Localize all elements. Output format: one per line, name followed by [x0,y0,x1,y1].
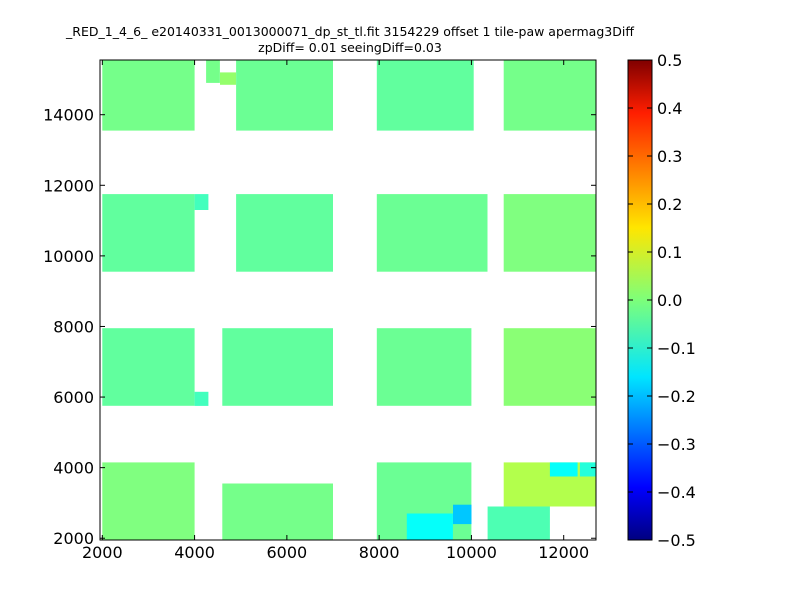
heatmap-cell [503,60,596,131]
colorbar-ticks: 0.5 0.4 0.3 0.2 0.1 0.0 −0.1 −0.2 −0.3 −0.4 −0.5 [628,51,696,550]
chart-title-line-2: zpDiff= 0.01 seeingDiff=0.03 [258,40,442,55]
colorbar-tick-label: 0.2 [657,195,682,214]
plot-frame [99,59,597,541]
heatmap-cell [579,462,596,477]
y-axis: 2000 4000 6000 8000 10000 12000 14000 [43,106,596,548]
heatmap-cell [236,60,333,131]
heatmap-cell [102,328,195,406]
colorbar-tick-label: −0.5 [657,531,696,550]
colorbar-tick-label: 0.1 [657,243,682,262]
x-tick-label: 2000 [82,543,123,562]
colorbar-tick-label: −0.3 [657,435,696,454]
y-tick-label: 10000 [43,247,94,266]
heatmap-cell [222,328,333,406]
heatmap-cell [102,462,195,540]
heatmap-cell [549,462,578,477]
heatmap-cell [194,391,209,406]
heatmap-cell [102,60,195,131]
y-tick-label: 2000 [53,529,94,548]
heatmap-cell [406,513,453,540]
x-axis: 2000 4000 6000 8000 10000 12000 [82,60,589,562]
heatmap-cell [236,194,333,272]
x-tick-label: 10000 [446,543,497,562]
heatmap-cell [376,194,488,272]
heatmap-cell [487,506,550,540]
colorbar: 0.5 0.4 0.3 0.2 0.1 0.0 −0.1 −0.2 −0.3 −0.4 −0.5 [627,51,696,550]
y-tick-label: 14000 [43,106,94,125]
y-tick-label: 4000 [53,459,94,478]
heatmap-cells [102,60,596,540]
heatmap-cell [503,194,596,272]
heatmap-cell [206,60,220,83]
heatmap-cell [220,72,237,85]
colorbar-tick-label: 0.4 [657,99,682,118]
colorbar-tick-label: −0.4 [657,483,696,502]
chart-title-line-1: _RED_1_4_6_ e20140331_0013000071_dp_st_t… [66,24,634,39]
x-tick-label: 6000 [267,543,308,562]
x-tick-label: 12000 [538,543,589,562]
colorbar-tick-label: 0.0 [657,291,682,310]
colorbar-tick-label: −0.1 [657,339,696,358]
heatmap-cell [194,194,209,210]
colorbar-tick-label: −0.2 [657,387,696,406]
x-tick-label: 4000 [174,543,215,562]
heatmap-cell [376,60,474,131]
colorbar-tick-label: 0.3 [657,147,682,166]
heatmap-cell [222,483,333,540]
y-tick-label: 8000 [53,317,94,336]
x-tick-label: 8000 [359,543,400,562]
y-tick-label: 12000 [43,176,94,195]
heatmap-cell [376,328,472,406]
y-tick-label: 6000 [53,388,94,407]
heatmap-cell [503,328,596,406]
heatmap-cell [102,194,195,272]
heatmap-cell [453,504,472,525]
colorbar-tick-label: 0.5 [657,51,682,70]
